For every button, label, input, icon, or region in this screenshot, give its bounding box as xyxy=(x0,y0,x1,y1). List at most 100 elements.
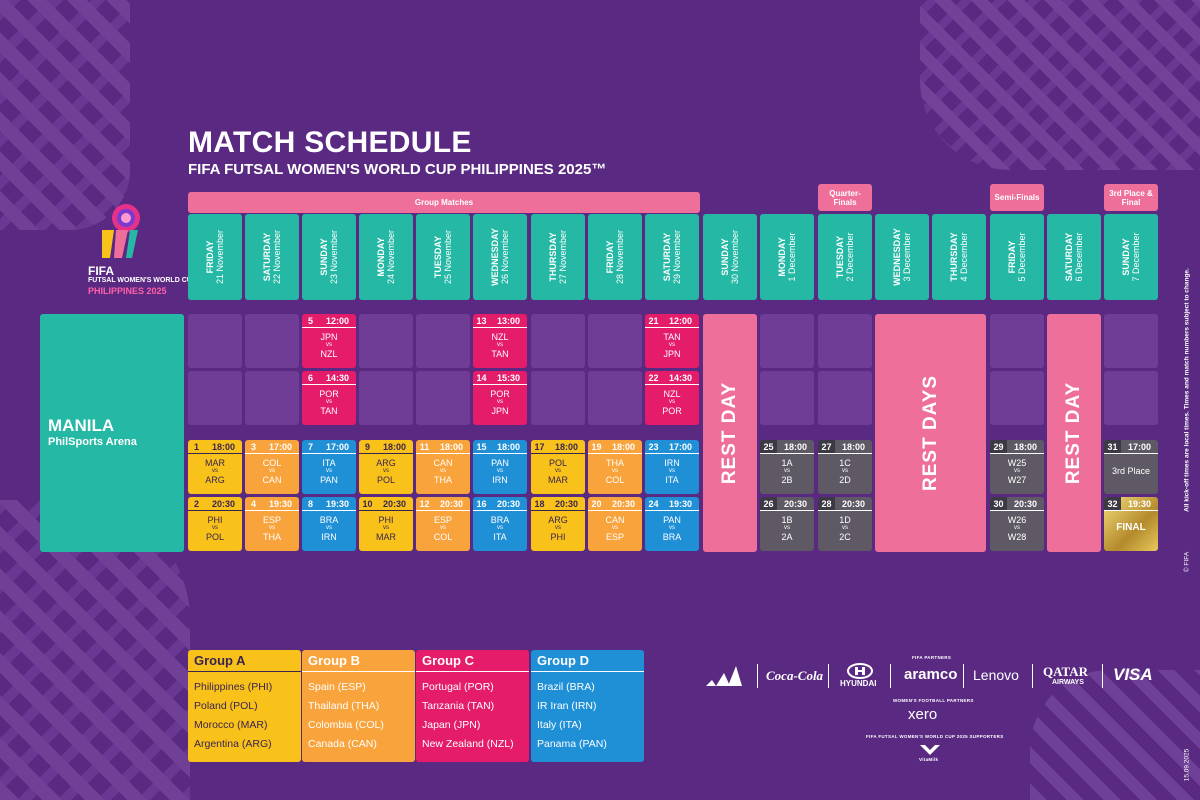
logo-fifa-text: FIFA xyxy=(88,264,114,278)
match-card[interactable]: 13 13:00 NZL vs TAN xyxy=(473,314,527,368)
match-card[interactable]: 17 18:00 POL vs MAR xyxy=(531,440,585,494)
empty-slot xyxy=(818,371,872,425)
empty-slot xyxy=(990,371,1044,425)
lenovo-logo: Lenovo xyxy=(973,667,1019,683)
match-card[interactable]: 29 18:00 W25 vs W27 xyxy=(990,440,1044,494)
match-card[interactable]: 4 19:30 ESP vs THA xyxy=(245,497,299,551)
disclaimer-note: All kick-off times are local times. Time… xyxy=(1183,268,1191,512)
match-card-third-place[interactable]: 31 17:00 3rd Place xyxy=(1104,440,1158,494)
stage-third-place-final: 3rd Place & Final xyxy=(1104,184,1158,211)
sponsor-divider xyxy=(1102,664,1103,688)
empty-slot xyxy=(818,314,872,368)
venue-block: MANILA PhilSports Arena xyxy=(40,314,184,552)
aramco-logo: aramco xyxy=(904,666,958,683)
empty-slot xyxy=(188,314,242,368)
match-card[interactable]: 24 19:30 PAN vs BRA xyxy=(645,497,699,551)
team-item: Portugal (POR) xyxy=(422,681,494,693)
stage-semi-finals: Semi-Finals xyxy=(990,184,1044,211)
team-item: Tanzania (TAN) xyxy=(422,700,495,712)
qatar-airways-sub: AIRWAYS xyxy=(1052,679,1084,686)
venue-arena: PhilSports Arena xyxy=(48,436,137,448)
match-card[interactable]: 12 20:30 ESP vs COL xyxy=(416,497,470,551)
qatar-airways-logo: QATAR xyxy=(1043,664,1089,679)
match-card-final[interactable]: 32 19:30 FINAL xyxy=(1104,497,1158,551)
group-title: Group B xyxy=(302,650,415,672)
day-header: MONDAY 1 December xyxy=(760,214,814,300)
empty-slot xyxy=(359,314,413,368)
day-header: SATURDAY 29 November xyxy=(645,214,699,300)
team-item: Canada (CAN) xyxy=(308,738,377,750)
page-title: MATCH SCHEDULE xyxy=(188,126,472,159)
day-header: SATURDAY 6 December xyxy=(1047,214,1101,300)
empty-slot xyxy=(1104,314,1158,368)
sponsor-divider xyxy=(890,664,891,688)
day-header: MONDAY 24 November xyxy=(359,214,413,300)
team-item: Japan (JPN) xyxy=(422,719,481,731)
team-item: Colombia (COL) xyxy=(308,719,384,731)
sponsor-divider xyxy=(757,664,758,688)
group-b-card: Group B Spain (ESP) Thailand (THA) Colom… xyxy=(302,650,415,762)
empty-slot xyxy=(531,314,585,368)
trophy-emblem-icon xyxy=(102,204,140,258)
decor-pattern-top-left xyxy=(0,0,130,230)
match-card[interactable]: 22 14:30 NZL vs POR xyxy=(645,371,699,425)
day-header: SUNDAY 23 November xyxy=(302,214,356,300)
empty-slot xyxy=(245,371,299,425)
match-card[interactable]: 15 18:00 PAN vs IRN xyxy=(473,440,527,494)
team-item: Panama (PAN) xyxy=(537,738,607,750)
group-c-card: Group C Portugal (POR) Tanzania (TAN) Ja… xyxy=(416,650,529,762)
coca-cola-logo: Coca-Cola xyxy=(766,668,824,683)
empty-slot xyxy=(588,314,642,368)
day-header: FRIDAY 21 November xyxy=(188,214,242,300)
tournament-logo: FIFA FUTSAL WOMEN'S WORLD CUP PHILIPPINE… xyxy=(84,200,204,300)
team-item: Philippines (PHI) xyxy=(194,681,273,693)
match-card[interactable]: 7 17:00 ITA vs PAN xyxy=(302,440,356,494)
match-card[interactable]: 30 20:30 W26 vs W28 xyxy=(990,497,1044,551)
rest-day-block: REST DAY xyxy=(1047,314,1101,552)
day-header: THURSDAY 27 November xyxy=(531,214,585,300)
sponsor-divider xyxy=(963,664,964,688)
supporters-label: FIFA FUTSAL WOMEN'S WORLD CUP 2025 SUPPO… xyxy=(866,734,1004,739)
empty-slot xyxy=(245,314,299,368)
womens-partners-label: WOMEN'S FOOTBALL PARTNERS xyxy=(893,698,974,703)
match-card[interactable]: 25 18:00 1A vs 2B xyxy=(760,440,814,494)
fifa-partners-label: FIFA PARTNERS xyxy=(912,655,952,660)
decor-pattern-top-right xyxy=(920,0,1200,170)
empty-slot xyxy=(416,371,470,425)
match-card[interactable]: 26 20:30 1B vs 2A xyxy=(760,497,814,551)
match-card[interactable]: 23 17:00 IRN vs ITA xyxy=(645,440,699,494)
group-title: Group A xyxy=(188,650,301,672)
match-card[interactable]: 20 20:30 CAN vs ESP xyxy=(588,497,642,551)
match-card[interactable]: 8 19:30 BRA vs IRN xyxy=(302,497,356,551)
hyundai-logo-icon xyxy=(847,663,873,679)
match-card[interactable]: 14 15:30 POR vs JPN xyxy=(473,371,527,425)
match-card[interactable]: 16 20:30 BRA vs ITA xyxy=(473,497,527,551)
match-card[interactable]: 1 18:00 MAR vs ARG xyxy=(188,440,242,494)
match-card[interactable]: 2 20:30 PHI vs POL xyxy=(188,497,242,551)
match-card[interactable]: 11 18:00 CAN vs THA xyxy=(416,440,470,494)
match-card[interactable]: 9 18:00 ARG vs POL xyxy=(359,440,413,494)
vitamilk-logo: VitaMilk xyxy=(919,757,939,762)
group-a-card: Group A Philippines (PHI) Poland (POL) M… xyxy=(188,650,301,762)
match-card[interactable]: 3 17:00 COL vs CAN xyxy=(245,440,299,494)
match-card[interactable]: 18 20:30 ARG vs PHI xyxy=(531,497,585,551)
match-card[interactable]: 10 20:30 PHI vs MAR xyxy=(359,497,413,551)
team-item: Morocco (MAR) xyxy=(194,719,268,731)
day-header: THURSDAY 4 December xyxy=(932,214,986,300)
empty-slot xyxy=(1104,371,1158,425)
day-header: WEDNESDAY 3 December xyxy=(875,214,929,300)
publication-date: 15.09.2025 xyxy=(1183,748,1191,782)
match-card[interactable]: 27 18:00 1C vs 2D xyxy=(818,440,872,494)
match-card[interactable]: 5 12:00 JPN vs NZL xyxy=(302,314,356,368)
page-subtitle: FIFA FUTSAL WOMEN'S WORLD CUP PHILIPPINE… xyxy=(188,161,607,178)
match-card[interactable]: 6 14:30 POR vs TAN xyxy=(302,371,356,425)
match-card[interactable]: 21 12:00 TAN vs JPN xyxy=(645,314,699,368)
xero-logo: xero xyxy=(908,706,938,723)
empty-slot xyxy=(416,314,470,368)
day-header: FRIDAY 28 November xyxy=(588,214,642,300)
team-item: Thailand (THA) xyxy=(308,700,380,712)
match-card[interactable]: 28 20:30 1D vs 2C xyxy=(818,497,872,551)
day-header: FRIDAY 5 December xyxy=(990,214,1044,300)
day-header: WEDNESDAY 26 November xyxy=(473,214,527,300)
match-card[interactable]: 19 18:00 THA vs COL xyxy=(588,440,642,494)
